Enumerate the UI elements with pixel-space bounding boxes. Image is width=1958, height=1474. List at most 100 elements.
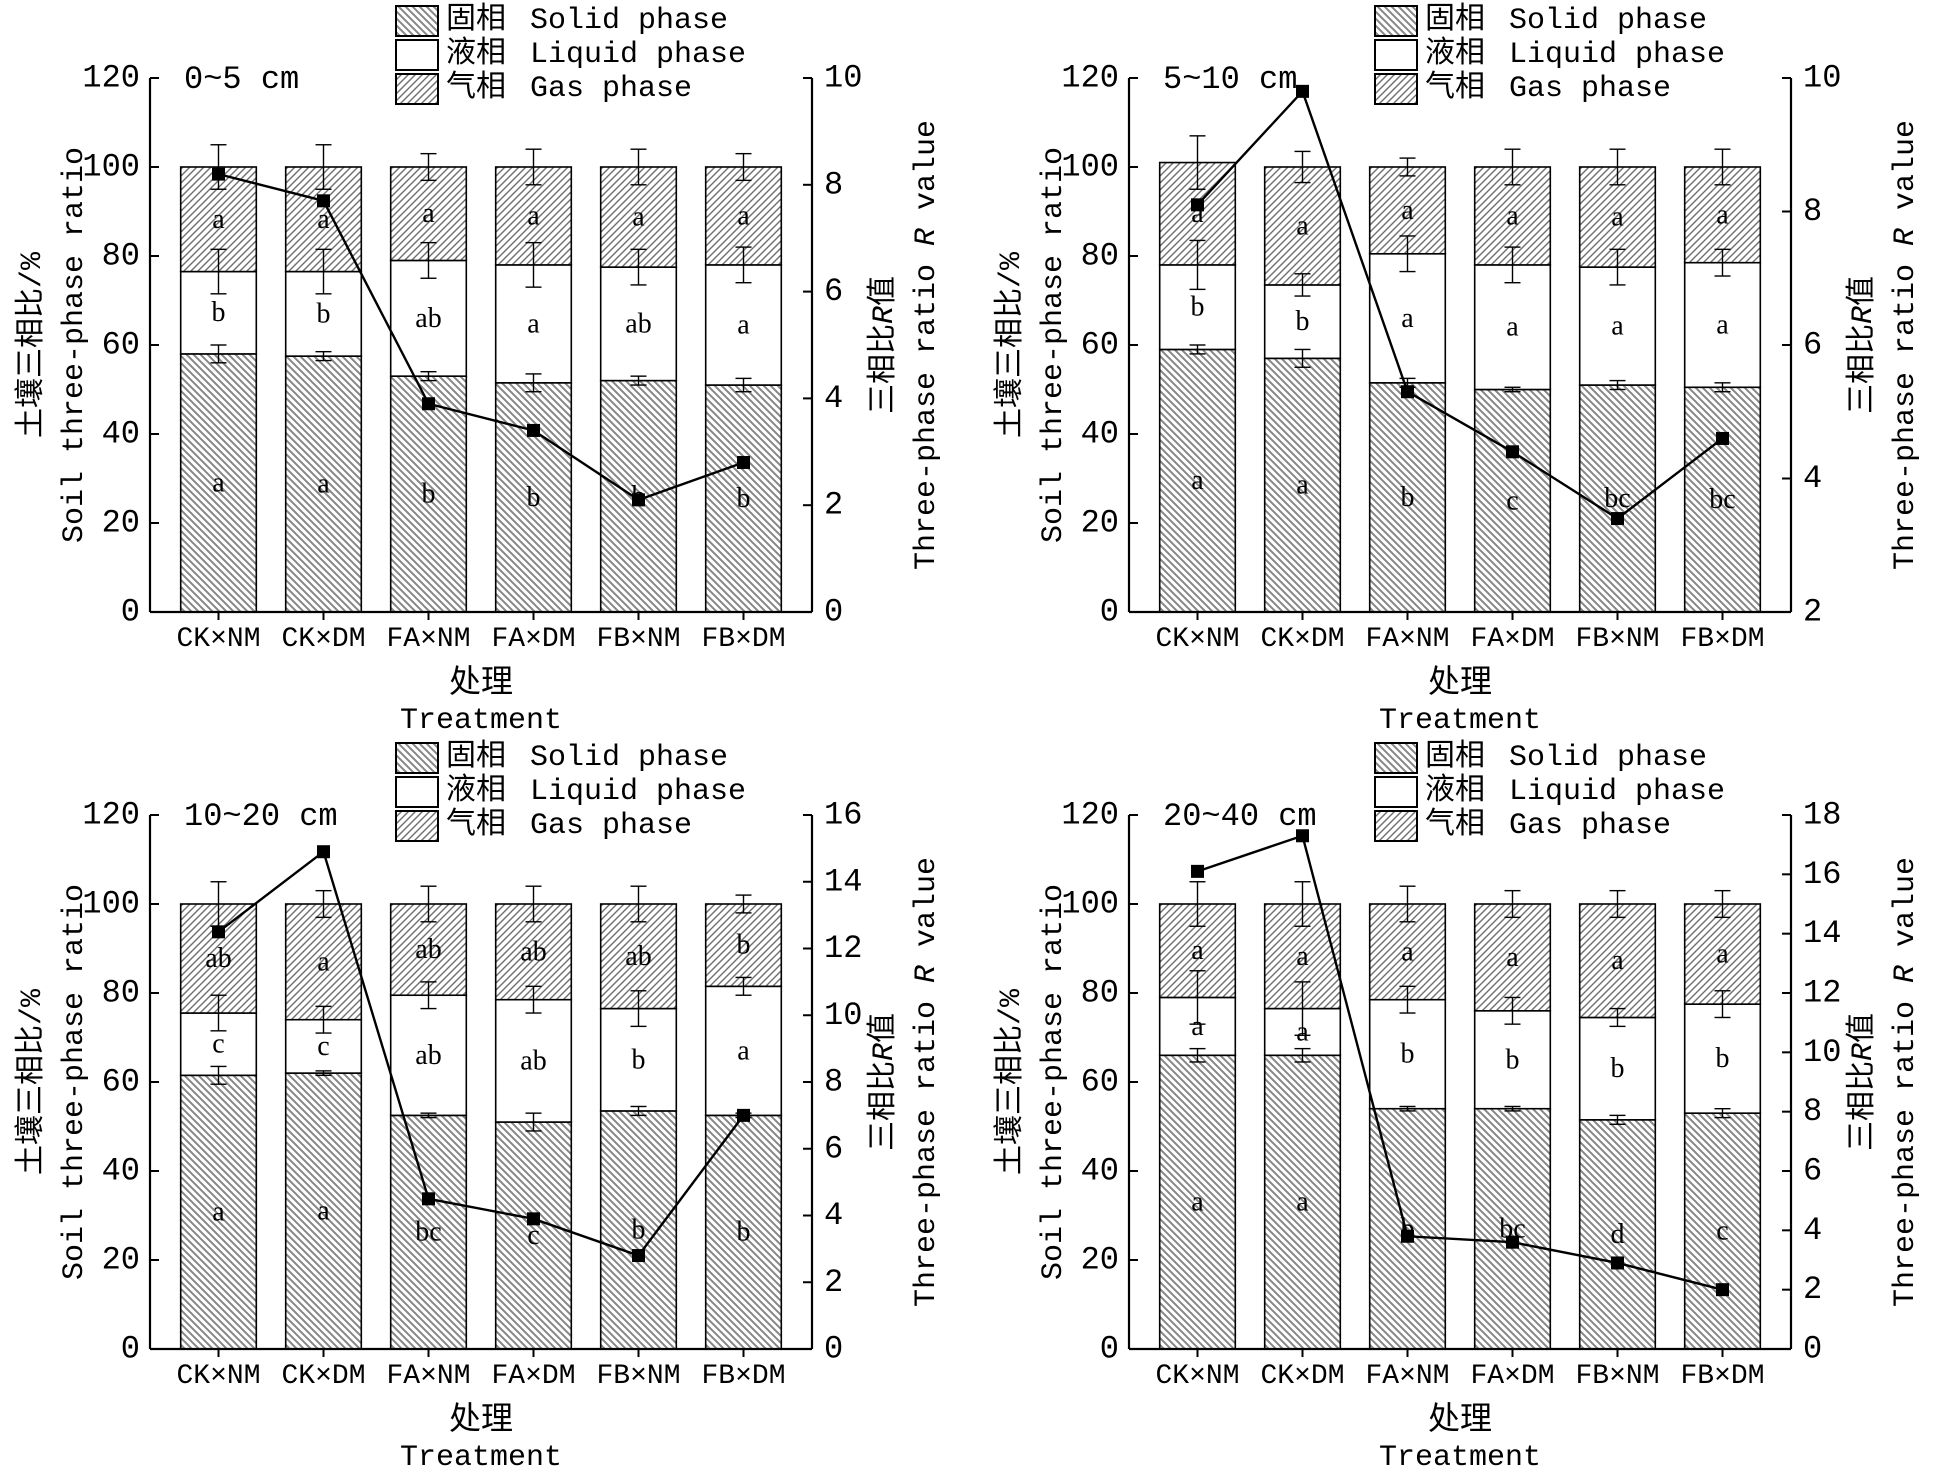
significance-letter: ab: [415, 303, 441, 334]
x-axis-category-label: CK×DM: [1260, 1361, 1344, 1392]
right-axis-tick-label: 4: [1803, 460, 1822, 497]
bar-segment-liquid-phase: [1368, 998, 1447, 1110]
bar-segment-liquid-phase: [1578, 266, 1657, 386]
right-axis-label-en: Three-phase ratio R value: [910, 857, 944, 1307]
legend: 固相 Solid phase 液相 Liquid phase 气相 Gas phase: [1374, 2, 1725, 106]
axes-group: 0 20 40 60 80 100 120 0 2 4 6 8 10 12 14 16 CK×NM CK×DM FA…: [14, 797, 944, 1474]
chart-depth-5-10cm: a b a a b a b a a c a a bc a a bc a a 0 20 40 60 80 100 120 2 4 6 8 1…: [979, 0, 1958, 737]
significance-letter: b: [1611, 1053, 1625, 1084]
panel-title-depth: 20~40 cm: [1163, 798, 1317, 835]
significance-letter: a: [1611, 311, 1624, 342]
significance-letter: ab: [415, 934, 441, 965]
significance-letter: a: [1191, 935, 1204, 966]
right-axis-tick-label: 12: [1803, 975, 1841, 1012]
significance-letter: b: [737, 1217, 751, 1248]
significance-letter: ab: [520, 1045, 546, 1076]
significance-letter: b: [1506, 1044, 1520, 1075]
r-value-marker: [632, 493, 645, 507]
bar-segment-solid-phase: [1158, 1054, 1237, 1350]
bar-segment-solid-phase: [1263, 357, 1342, 613]
legend-label-en: Gas phase: [530, 72, 692, 106]
significance-letter: a: [1401, 936, 1414, 967]
right-axis-tick-label: 8: [824, 1064, 843, 1101]
legend: 固相 Solid phase 液相 Liquid phase 气相 Gas phase: [395, 739, 746, 843]
right-axis-tick-label: 10: [1803, 60, 1841, 97]
right-axis-tick-label: 2: [1803, 1271, 1822, 1308]
axes-group: 0 20 40 60 80 100 120 0 2 4 6 8 10 CK×NM CK×DM FA×NM FA×…: [14, 60, 944, 738]
right-axis-label-en: Three-phase ratio R value: [1889, 120, 1923, 570]
axes-group: 0 20 40 60 80 100 120 2 4 6 8 10 CK×NM CK×DM FA×NM FA×D…: [993, 60, 1923, 738]
x-axis-category-label: CK×NM: [1155, 1361, 1239, 1392]
right-axis-tick-label: 8: [824, 166, 843, 203]
legend-swatch-solid-phase: [1374, 5, 1418, 37]
chart-depth-0-5cm: abaababababaabababaa02040608010012002468…: [0, 0, 979, 737]
left-axis-tick-label: 0: [121, 1331, 140, 1368]
r-value-line-group: [212, 167, 750, 507]
legend-label-zh: 气相: [1425, 70, 1485, 106]
legend-label-en: Solid phase: [530, 4, 728, 38]
significance-letter: ab: [625, 941, 651, 972]
left-axis-tick-label: 0: [121, 594, 140, 631]
right-axis-tick-label: 4: [824, 380, 843, 417]
bar-segment-liquid-phase: [1683, 261, 1762, 389]
significance-letter: bc: [415, 1217, 441, 1248]
left-axis-tick-label: 80: [102, 238, 140, 275]
right-axis-label-zh: 三相比R值: [866, 1013, 902, 1151]
r-value-line: [218, 172, 744, 502]
legend-label-en: Solid phase: [1509, 4, 1707, 38]
significance-letter: a: [1296, 1016, 1309, 1047]
left-axis-tick-label: 40: [102, 1153, 140, 1190]
legend: 固相 Solid phase 液相 Liquid phase 气相 Gas phase: [1374, 739, 1725, 843]
bar-segment-solid-phase: [179, 353, 258, 613]
right-axis-tick-label: 6: [1803, 327, 1822, 364]
x-axis-label-en: Treatment: [1379, 1441, 1541, 1474]
x-axis-category-label: FA×NM: [386, 624, 470, 655]
right-axis-tick-label: 4: [824, 1197, 843, 1234]
bars-group: abaababababaabababaa: [179, 144, 783, 613]
r-value-marker: [422, 1192, 435, 1206]
significance-letter: a: [317, 1196, 330, 1227]
chart-svg: aaaaaabbabcbadbacba020406080100120024681…: [993, 739, 1923, 1474]
left-axis-tick-label: 60: [102, 1064, 140, 1101]
bar-segment-solid-phase: [1263, 1054, 1342, 1350]
right-axis-label-zh: 三相比R值: [1845, 1013, 1881, 1151]
legend-label-zh: 液相: [1425, 773, 1485, 809]
right-axis-label-zh: 三相比R值: [866, 276, 902, 414]
significance-letter: b: [737, 930, 751, 961]
legend-swatch-liquid-phase: [395, 39, 439, 71]
legend-swatch-gas-phase: [395, 73, 439, 105]
bar-segment-gas-phase: [1263, 166, 1342, 286]
x-axis-category-label: FA×NM: [1365, 1361, 1449, 1392]
left-axis-tick-label: 120: [1061, 60, 1119, 97]
significance-letter: a: [317, 204, 330, 235]
bar-segment-gas-phase: [1473, 903, 1552, 1012]
right-axis-tick-label: 8: [1803, 1093, 1822, 1130]
right-axis-tick-label: 2: [824, 487, 843, 524]
r-value-marker: [1506, 1235, 1519, 1249]
significance-letter: b: [527, 482, 541, 513]
left-axis-tick-label: 60: [102, 327, 140, 364]
bar-segment-liquid-phase: [494, 998, 573, 1123]
significance-letter: b: [737, 483, 751, 514]
significance-letter: a: [1296, 1187, 1309, 1218]
significance-letter: a: [737, 1035, 750, 1066]
legend-label-en: Solid phase: [1509, 741, 1707, 775]
left-axis-tick-label: 120: [82, 60, 140, 97]
right-axis-tick-label: 6: [824, 1130, 843, 1167]
significance-letter: a: [1401, 303, 1414, 334]
x-axis-category-label: FA×DM: [491, 1361, 575, 1392]
significance-letter: a: [1506, 312, 1519, 343]
panel-title-depth: 10~20 cm: [184, 798, 338, 835]
right-axis-tick-label: 6: [1803, 1153, 1822, 1190]
significance-letter: b: [422, 479, 436, 510]
r-value-marker: [212, 167, 225, 181]
significance-letter: a: [1191, 1187, 1204, 1218]
left-axis-label-en: Soil three-phase ratio: [1037, 884, 1071, 1280]
bar-segment-solid-phase: [599, 1110, 678, 1350]
left-axis-tick-label: 20: [1081, 1242, 1119, 1279]
bar-segment-solid-phase: [1683, 1112, 1762, 1350]
significance-letter: ab: [415, 1040, 441, 1071]
left-axis-tick-label: 20: [102, 1242, 140, 1279]
significance-letter: b: [632, 1044, 646, 1075]
